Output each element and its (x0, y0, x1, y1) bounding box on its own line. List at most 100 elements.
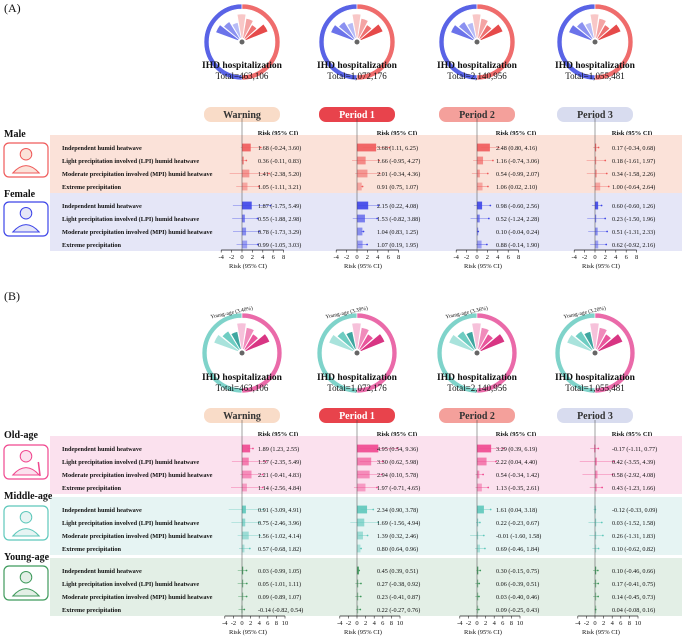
panel-b-wheel-total: Total=2,140,956 (447, 383, 507, 393)
exposure-row-label: Light precipitation involved (LPI) humid… (62, 581, 199, 588)
wheel-sector (479, 333, 506, 352)
estimate-bar (477, 143, 490, 152)
wheel-center (592, 39, 598, 45)
wheel-right-ring (241, 312, 283, 394)
panel-b-wheel (316, 312, 398, 394)
wheel-sector (597, 23, 622, 41)
ci-upper-point (486, 172, 489, 175)
ci-upper-point (361, 185, 364, 188)
estimate-bar (477, 240, 482, 249)
ci-upper-point (611, 473, 614, 476)
x-tick-label: 8 (397, 254, 400, 261)
risk-value: 0.43 (-1.23, 1.66) (612, 485, 655, 492)
risk-value: 2.48 (0.80, 4.16) (496, 145, 537, 152)
ci-upper-point (487, 217, 490, 220)
x-tick-label: -2 (582, 254, 587, 261)
ci-upper-point (257, 185, 260, 188)
panel-a-wheel (203, 3, 281, 81)
ci-upper-point (245, 159, 248, 162)
group-name-label: Female (4, 189, 36, 200)
risk-value: 0.80 (0.64, 0.96) (377, 546, 418, 553)
exposure-row-label: Independent humid heatwave (62, 507, 142, 514)
estimate-bar (357, 505, 368, 514)
wheel-sector (244, 23, 269, 41)
group-band (50, 558, 682, 616)
estimate-bar (242, 470, 252, 479)
exposure-row-label: Extreme precipitation (62, 184, 122, 191)
ci-upper-point (372, 508, 375, 511)
x-tick-label: 6 (266, 620, 270, 627)
ci-upper-point (600, 521, 603, 524)
x-tick-label: 0 (355, 620, 358, 627)
panel-b-wheel (201, 312, 283, 394)
panel-a-wheel-total: Total=1,055,481 (565, 71, 624, 81)
x-tick-label: -2 (464, 254, 469, 261)
estimate-bar (595, 531, 597, 540)
x-axis-title: Risk (95% CI) (229, 263, 267, 270)
x-axis-title: Risk (95% CI) (344, 263, 382, 270)
x-tick-label: 10 (397, 620, 404, 627)
risk-value: 1.41 (-2.38, 5.20) (258, 171, 301, 178)
period-header-pill (557, 408, 633, 423)
estimate-bar (477, 505, 484, 514)
ci-upper-point (597, 547, 600, 550)
panel-a-wheel-title: IHD hospitalization (555, 61, 636, 71)
risk-value: 0.10 (-0.04, 0.24) (496, 229, 539, 236)
x-tick-label: -4 (453, 254, 459, 261)
estimate-bar (595, 182, 601, 191)
risk-value: 0.17 (-0.34, 0.68) (612, 145, 655, 152)
x-tick-label: -2 (231, 620, 236, 627)
exposure-row-label: Light precipitation involved (LPI) humid… (62, 459, 199, 466)
risk-value: 0.22 (-0.23, 0.67) (496, 520, 539, 527)
ci-upper-point (269, 204, 272, 207)
risk-value: 0.98 (-0.60, 2.56) (496, 203, 539, 210)
wheel-right-ring (356, 312, 398, 394)
exposure-row-label: Moderate precipitation involved (MPI) hu… (62, 594, 213, 601)
estimate-bar (242, 579, 244, 588)
risk-value: 0.57 (-0.68, 1.82) (258, 546, 301, 553)
risk-column-header: Risk (95% CI) (496, 431, 536, 438)
ci-upper-point (606, 230, 609, 233)
estimate-bar (477, 182, 483, 191)
period-header-pill (557, 107, 633, 122)
estimate-bar (595, 240, 599, 249)
wheel-right-ring (356, 3, 396, 81)
period-header-label: Period 3 (577, 110, 613, 121)
ci-upper-point (604, 217, 607, 220)
risk-value: 0.45 (0.39, 0.51) (377, 568, 418, 575)
ci-upper-point (359, 608, 362, 611)
risk-value: 0.91 (-3.09, 4.91) (258, 507, 301, 514)
risk-value: 0.58 (-2.92, 4.08) (612, 472, 655, 479)
group-avatar-icon (3, 201, 49, 237)
ci-upper-point (597, 595, 600, 598)
ci-upper-point (376, 486, 378, 489)
risk-value: 1.87 (-1.75, 5.49) (258, 203, 301, 210)
risk-value: 0.36 (-0.11, 0.83) (258, 158, 301, 165)
x-tick-label: 10 (282, 620, 289, 627)
x-tick-label: 2 (249, 620, 252, 627)
x-tick-label: -2 (344, 254, 349, 261)
risk-value: 0.51 (-1.31, 2.33) (612, 229, 655, 236)
wheel-right-ring (594, 3, 634, 81)
risk-value: 2.34 (0.90, 3.78) (377, 507, 418, 514)
x-tick-label: 0 (475, 254, 478, 261)
wheel-sector (244, 333, 271, 352)
ci-upper-point (380, 473, 383, 476)
risk-column-header: Risk (95% CI) (377, 130, 417, 137)
ci-upper-point (366, 243, 369, 246)
ci-upper-point (264, 460, 267, 463)
x-tick-label: 2 (251, 254, 254, 261)
x-tick-label: -4 (575, 620, 581, 627)
ci-upper-point (604, 159, 607, 162)
risk-value: 0.55 (-1.88, 2.98) (258, 216, 301, 223)
risk-value: 1.61 (0.04, 3.18) (496, 507, 537, 514)
x-tick-label: -2 (229, 254, 234, 261)
risk-value: 0.03 (-1.52, 1.58) (612, 520, 655, 527)
x-tick-label: -4 (337, 620, 343, 627)
group-avatar-icon (3, 444, 49, 480)
ci-upper-point (477, 230, 480, 233)
x-axis-title: Risk (95% CI) (344, 629, 382, 636)
estimate-bar (242, 201, 252, 210)
period-header-label: Warning (223, 411, 261, 422)
x-tick-label: 0 (593, 620, 596, 627)
